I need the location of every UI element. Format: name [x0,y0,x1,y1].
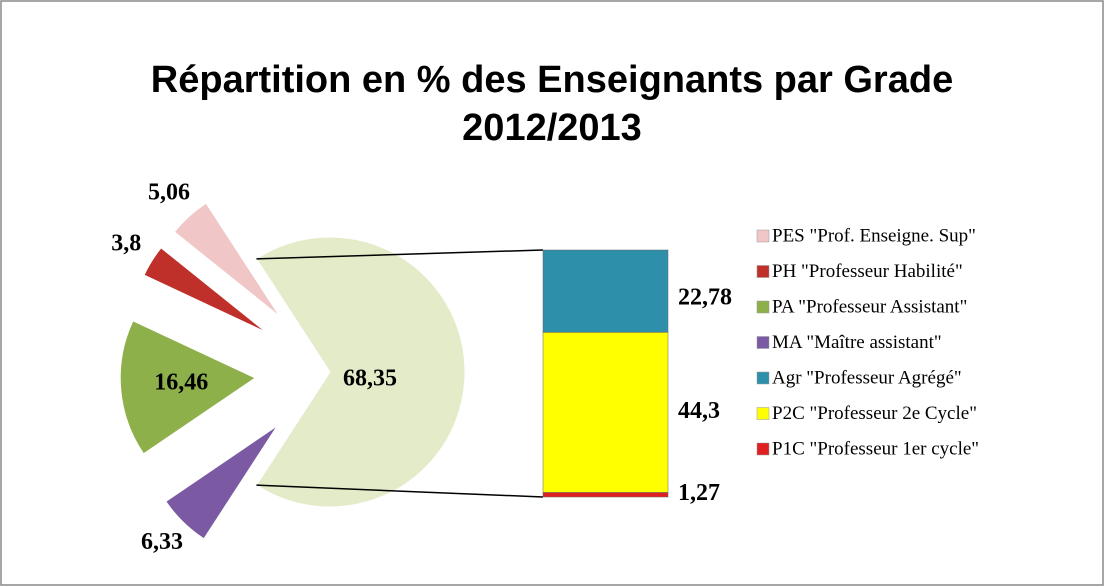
pie-slice [255,236,466,508]
legend-label: MA "Maître assistant" [772,332,942,353]
data-label: 5,06 [148,180,190,206]
pie-slice [143,247,267,333]
legend-swatch [756,265,770,278]
connector-line [256,249,544,260]
legend-swatch [756,300,770,314]
legend-label: P2C "Professeur 2e Cycle" [772,403,977,424]
legend-label: P1C "Professeur 1er cycle" [772,438,979,459]
connector-line [256,484,544,498]
legend-swatch [756,229,770,243]
legend-label: PA "Professeur Assistant" [772,296,967,317]
chart-title: Répartition en % des Enseignants par Gra… [151,59,953,101]
data-label: 3,8 [111,231,141,257]
data-label: 6,33 [141,529,183,555]
legend-label: PES "Prof. Enseigne. Sup" [772,225,976,246]
chart-title: 2012/2013 [462,107,642,149]
bar-segment [542,492,669,498]
data-label: 68,35 [343,366,397,392]
data-label: 22,78 [678,285,732,311]
pie-slice [173,202,281,317]
pie-slice [119,320,257,455]
bar-segment [542,332,669,493]
legend-swatch [756,407,770,420]
data-label: 44,3 [678,398,720,424]
legend-label: PH "Professeur Habilité" [772,261,963,282]
data-label: 16,46 [154,369,208,395]
bar-segment [542,249,669,333]
legend-label: Agr "Professeur Agrégé" [772,367,962,388]
data-label: 1,27 [678,480,720,506]
legend-swatch [756,442,770,456]
legend-swatch [756,371,770,385]
pie-slice [165,425,278,540]
legend-swatch [756,336,770,349]
